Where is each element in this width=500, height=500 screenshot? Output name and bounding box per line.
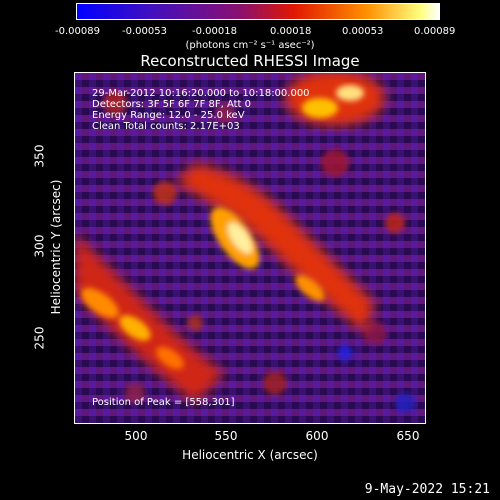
colorbar-label-5: 0.00089 <box>414 26 456 37</box>
colorbar-label-0: -0.00089 <box>55 26 100 37</box>
info-time-range: 29-Mar-2012 10:16:20.000 to 10:18:00.000 <box>92 88 310 99</box>
colorbar-units: (photons cm⁻² s⁻¹ asec⁻²) <box>185 40 315 51</box>
image-heatmap <box>75 73 425 423</box>
x-axis-label: Heliocentric X (arcsec) <box>182 448 318 462</box>
y-tick-300: 300 <box>32 234 47 258</box>
colorbar-label-4: 0.00053 <box>342 26 384 37</box>
date-stamp: 9-May-2022 15:21 <box>364 482 490 497</box>
info-peak-position: Position of Peak = [558,301] <box>92 397 235 408</box>
colorbar <box>76 3 440 20</box>
x-tick-600: 600 <box>305 429 329 443</box>
image-title: Reconstructed RHESSI Image <box>140 52 360 70</box>
rhessi-image <box>74 72 426 424</box>
y-tick-250: 250 <box>32 326 47 350</box>
colorbar-label-1: -0.00053 <box>122 26 167 37</box>
y-axis-label: Heliocentric Y (arcsec) <box>49 179 63 315</box>
x-tick-550: 550 <box>214 429 238 443</box>
y-tick-350: 350 <box>32 144 47 168</box>
x-tick-500: 500 <box>124 429 148 443</box>
info-detectors: Detectors: 3F 5F 6F 7F 8F, Att 0 <box>92 99 252 110</box>
x-tick-650: 650 <box>396 429 420 443</box>
colorbar-gradient <box>77 4 439 19</box>
info-energy-range: Energy Range: 12.0 - 25.0 keV <box>92 110 245 121</box>
colorbar-label-2: -0.00018 <box>192 26 237 37</box>
info-method-counts: Clean Total counts: 2.17E+03 <box>92 121 240 132</box>
colorbar-label-3: 0.00018 <box>270 26 312 37</box>
